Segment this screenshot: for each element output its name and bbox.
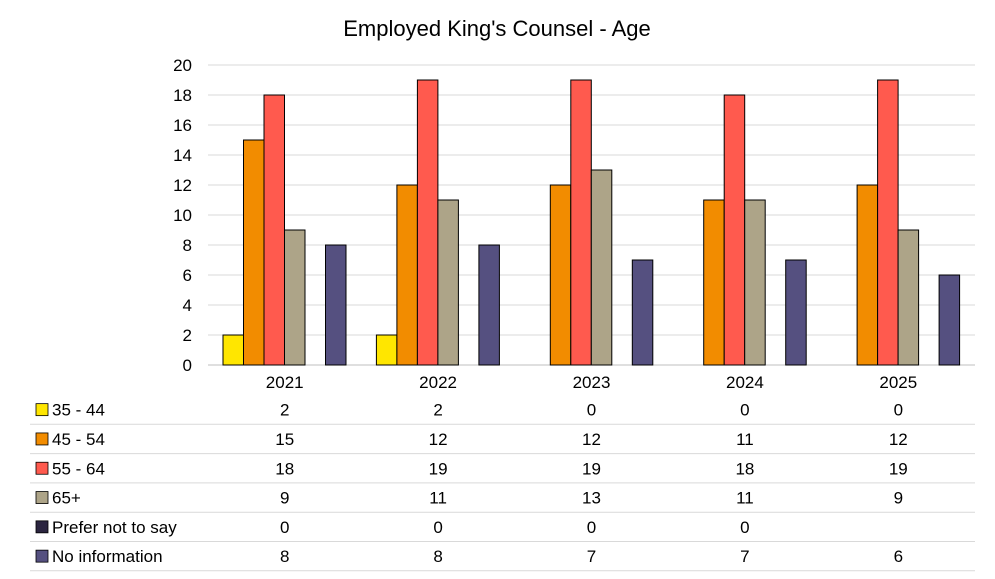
table-cell-value: 0 [280,518,289,537]
y-tick-label: 10 [173,206,192,225]
x-tick-label: 2022 [419,373,457,392]
bar [856,184,879,366]
y-tick-label: 6 [183,266,192,285]
x-tick-label: 2024 [726,373,764,392]
legend-swatch [35,403,49,417]
table-cell-value: 2 [433,401,442,420]
bar [396,184,418,366]
bar [243,139,265,366]
x-tick-label: 2025 [879,373,917,392]
legend-label: 35 - 44 [52,401,105,420]
x-axis-tick-labels: 2021 2022 2023 2024 2025 [266,373,917,392]
legend-label: 45 - 54 [52,430,105,449]
y-axis-tick-labels: 0 2 4 6 8 10 12 14 16 18 20 [173,56,192,375]
legend-swatch [35,432,49,446]
bar [938,274,961,366]
bar [570,79,592,366]
y-tick-label: 18 [173,86,192,105]
table-cell-value: 19 [889,459,908,478]
legend-label: No information [52,547,163,566]
bars [222,79,961,366]
bar [284,229,306,366]
table-cell-value: 18 [735,459,754,478]
table-cell-value: 19 [582,459,601,478]
bar [549,184,572,366]
table-cell-value: 15 [275,430,294,449]
table-cell-value: 0 [740,518,749,537]
table-cell-value: 12 [889,430,908,449]
bar [325,244,347,366]
table-cell-value: 12 [429,430,448,449]
table-cell-value: 19 [429,459,448,478]
x-tick-label: 2023 [573,373,611,392]
bar [222,334,244,366]
table-cell-value: 7 [587,547,596,566]
legend-swatch [35,520,49,534]
legend-swatch [35,461,49,475]
legend-label: 65+ [52,489,81,508]
y-tick-label: 8 [183,236,192,255]
y-tick-label: 20 [173,56,192,75]
bar [897,229,920,366]
table-cell-value: 0 [894,401,903,420]
y-tick-label: 12 [173,176,192,195]
y-tick-label: 0 [183,356,192,375]
table-cell-value: 9 [894,489,903,508]
bar [263,94,285,366]
table-cell-value: 0 [587,401,596,420]
table-cell-value: 12 [582,430,601,449]
table-cell-value: 0 [740,401,749,420]
y-tick-label: 14 [173,146,192,165]
bar [478,244,500,366]
bar [785,259,807,366]
table-cell-value: 11 [736,430,754,449]
legend-swatch [35,491,49,504]
table-cell-value: 7 [740,547,749,566]
x-tick-label: 2021 [266,373,304,392]
y-tick-label: 4 [183,296,192,315]
legend-label: 55 - 64 [52,459,105,478]
bar [437,199,459,366]
table-cell-value: 9 [280,489,289,508]
table-cell-value: 11 [736,489,754,508]
y-tick-label: 2 [183,326,192,345]
legend-label: Prefer not to say [52,518,177,537]
bar [877,79,899,366]
bar [723,94,746,366]
bar [631,259,654,366]
table-cell-value: 11 [429,489,447,508]
bar [744,199,766,366]
table-cell-value: 18 [275,459,294,478]
table-cell-value: 0 [433,518,442,537]
bar [590,169,613,366]
legend-swatch [35,549,49,563]
table-cell-value: 0 [587,518,596,537]
table-cell-value: 13 [582,489,601,508]
bar [416,79,439,366]
y-tick-label: 16 [173,116,192,135]
bar [703,199,725,366]
table-cell-value: 8 [433,547,442,566]
table-cell-value: 8 [280,547,289,566]
bar [375,334,398,366]
table-cell-value: 6 [894,547,903,566]
table-cell-value: 2 [280,401,289,420]
chart-title: Employed King's Counsel - Age [343,16,650,41]
